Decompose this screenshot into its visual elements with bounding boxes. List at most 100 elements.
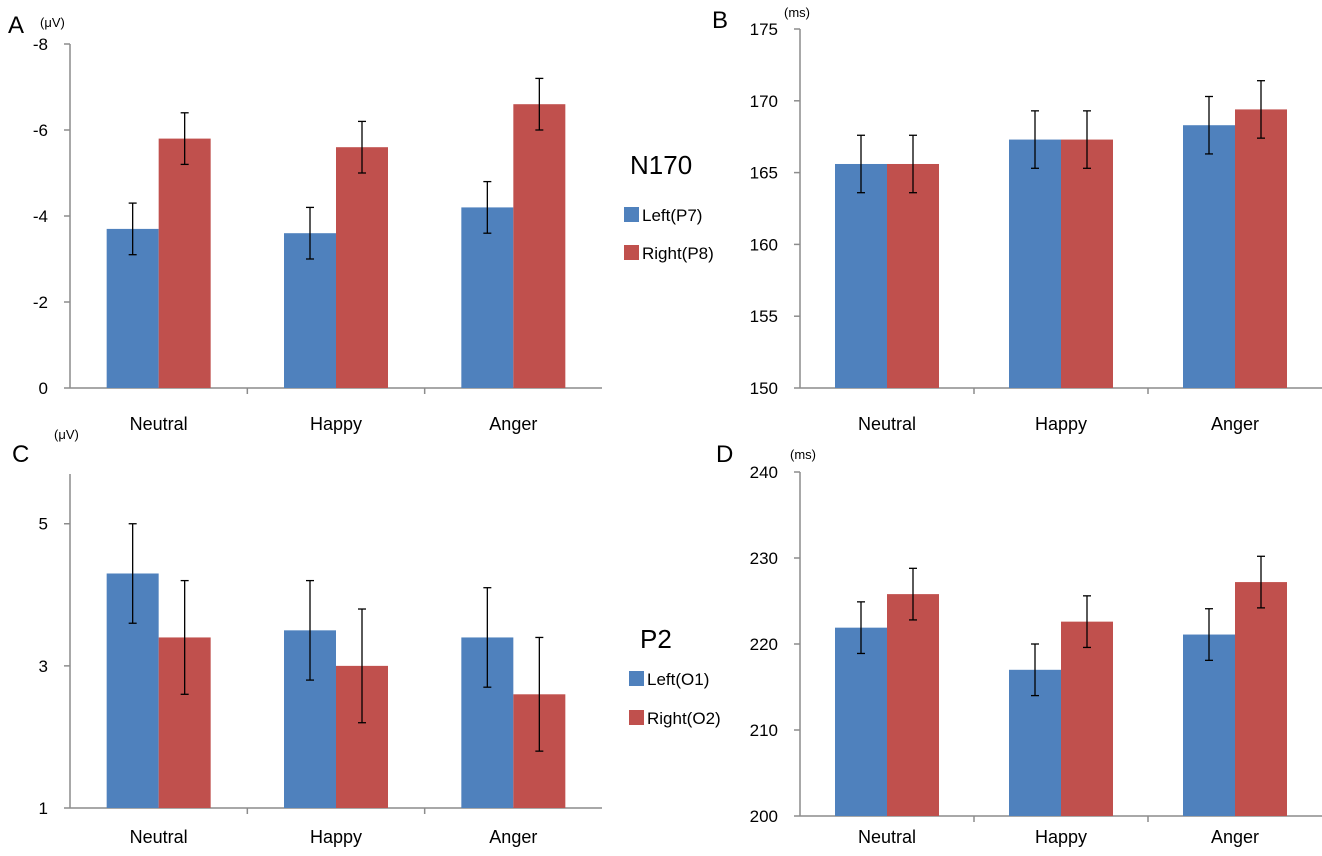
- component-label-n170: N170: [630, 150, 692, 180]
- legend-bottom: P2 Left(O1) Right(O2): [629, 624, 721, 728]
- component-label-p2: P2: [640, 624, 672, 654]
- panel-a-category-label: Happy: [310, 414, 362, 434]
- panel-d-errorbar-neutral-left: [857, 601, 865, 655]
- legend-top: N170 Left(P7) Right(P8): [624, 150, 714, 263]
- panel-d-y-tick-label: 220: [750, 635, 778, 654]
- panel-b-bar-happy-right: [1061, 139, 1113, 388]
- panel-b-y-tick-label: 170: [750, 92, 778, 111]
- panel-b-y-tick-label: 165: [750, 164, 778, 183]
- panel-c-category-label: Happy: [310, 827, 362, 847]
- legend-label-left-p7: Left(P7): [642, 206, 702, 225]
- legend-label-right-p8: Right(P8): [642, 244, 714, 263]
- panel-b-errorbar-happy-right: [1083, 110, 1091, 169]
- panel-a-errorbar-anger-right: [535, 77, 544, 131]
- panel-c-unit-label: (μV): [54, 427, 79, 442]
- panel-d-y-ticks: 200 210 220 230 240: [750, 463, 800, 826]
- panel-b-errorbar-anger-left: [1205, 95, 1213, 155]
- panel-a-bar-neutral-left: [106, 228, 159, 388]
- legend-swatch-right-p8: [624, 245, 639, 260]
- panel-b-y-ticks: 150 155 160 165 170 175: [750, 20, 800, 398]
- panel-d-category-label: Happy: [1035, 827, 1087, 847]
- panel-c-y-ticks: 1 3 5: [39, 515, 70, 818]
- panel-d-errorbar-neutral-right: [909, 567, 917, 621]
- panel-d-bar-anger-left: [1183, 634, 1235, 816]
- panel-b-errorbar-happy-left: [1031, 110, 1039, 169]
- panel-c-errorbar-happy-left: [306, 579, 314, 681]
- panel-d-y-tick-label: 210: [750, 721, 778, 740]
- panel-a-bar-neutral-right: [158, 138, 211, 388]
- panel-a-category-label: Neutral: [130, 414, 188, 434]
- panel-b-bar-anger-left: [1183, 125, 1235, 388]
- panel-c-errorbar-anger-right: [535, 636, 544, 752]
- panel-a-y-tick-label: 0: [39, 379, 48, 398]
- panel-c-errorbar-happy-right: [358, 608, 366, 724]
- panel-b-errorbar-neutral-right: [909, 134, 917, 194]
- panel-a-y-ticks: 0 -2 -4 -6 -8: [33, 35, 70, 398]
- panel-d-unit-label: (ms): [790, 447, 816, 462]
- panel-c-errorbar-anger-left: [483, 587, 492, 688]
- panel-b-category-label: Happy: [1035, 414, 1087, 434]
- legend-swatch-left-p7: [624, 207, 639, 222]
- legend-swatch-right-o2: [629, 710, 644, 725]
- panel-b-bar-neutral-right: [887, 163, 939, 388]
- panel-d-errorbar-happy-right: [1083, 595, 1091, 649]
- panel-a-letter: A: [8, 12, 24, 39]
- panel-c-categories: Neutral Happy Anger: [130, 827, 538, 847]
- panel-c-errorbar-neutral-right: [180, 579, 189, 695]
- panel-a-y-tick-label: -6: [33, 121, 48, 140]
- panel-a-bars: [106, 77, 566, 388]
- panel-a-categories: Neutral Happy Anger: [130, 414, 538, 434]
- panel-a-errorbar-neutral-right: [180, 112, 189, 166]
- panel-b-errorbar-anger-right: [1257, 80, 1265, 139]
- panel-b-y-tick-label: 160: [750, 235, 778, 254]
- panel-d-errorbar-happy-left: [1031, 643, 1039, 697]
- panel-b-y-tick-label: 155: [750, 307, 778, 326]
- panel-b-bar-anger-right: [1235, 109, 1287, 388]
- panel-c-y-tick-label: 3: [39, 657, 48, 676]
- panel-a-chart: A (μV) 0 -2 -4 -6 -8 Neutral Happy Anger: [8, 12, 602, 434]
- panel-a-bar-anger-right: [513, 104, 566, 388]
- legend-label-left-o1: Left(O1): [647, 670, 709, 689]
- panel-d-errorbar-anger-left: [1205, 608, 1213, 661]
- panel-d-bar-anger-right: [1235, 582, 1287, 816]
- panel-a-unit-label: (μV): [40, 15, 65, 30]
- panel-b-bars: [835, 80, 1287, 388]
- panel-a-errorbar-happy-left: [306, 206, 314, 260]
- panel-b-y-tick-label: 175: [750, 20, 778, 39]
- panel-a-errorbar-neutral-left: [128, 202, 137, 256]
- panel-c-y-tick-label: 1: [39, 799, 48, 818]
- panel-b-category-label: Neutral: [858, 414, 916, 434]
- panel-c-chart: C (μV) 1 3 5 Neutral Happy Anger: [12, 427, 602, 847]
- panel-c-category-label: Anger: [489, 827, 537, 847]
- panel-d-letter: D: [716, 441, 733, 468]
- panel-b-errorbar-neutral-left: [857, 134, 865, 194]
- panel-b-letter: B: [712, 7, 728, 34]
- legend-swatch-left-o1: [629, 671, 644, 686]
- panel-d-bars: [835, 555, 1287, 816]
- panel-d-categories: Neutral Happy Anger: [858, 827, 1259, 847]
- panel-b-bar-happy-left: [1009, 139, 1061, 388]
- panel-c-category-label: Neutral: [130, 827, 188, 847]
- panel-d-y-tick-label: 240: [750, 463, 778, 482]
- panel-c-errorbar-neutral-left: [128, 523, 137, 624]
- panel-d-chart: D (ms) 200 210 220 230 240 Neutral Happy Anger: [716, 441, 1322, 847]
- panel-d-bar-happy-right: [1061, 621, 1113, 816]
- panel-a-y-tick-label: -4: [33, 207, 48, 226]
- panel-a-category-label: Anger: [489, 414, 537, 434]
- panel-c-y-tick-label: 5: [39, 515, 48, 534]
- panel-b-bar-neutral-left: [835, 163, 887, 388]
- panel-a-y-tick-label: -8: [33, 35, 48, 54]
- panel-a-bar-happy-right: [336, 147, 388, 388]
- panel-d-bar-neutral-left: [835, 627, 887, 816]
- panel-a-errorbar-happy-right: [358, 120, 366, 174]
- panel-d-y-tick-label: 200: [750, 807, 778, 826]
- panel-d-bar-neutral-right: [887, 594, 939, 816]
- panel-b-categories: Neutral Happy Anger: [858, 414, 1259, 434]
- panel-c-bars: [106, 523, 566, 808]
- panel-b-category-label: Anger: [1211, 414, 1259, 434]
- panel-c-letter: C: [12, 441, 29, 468]
- panel-b-unit-label: (ms): [784, 5, 810, 20]
- panel-d-category-label: Anger: [1211, 827, 1259, 847]
- panel-d-category-label: Neutral: [858, 827, 916, 847]
